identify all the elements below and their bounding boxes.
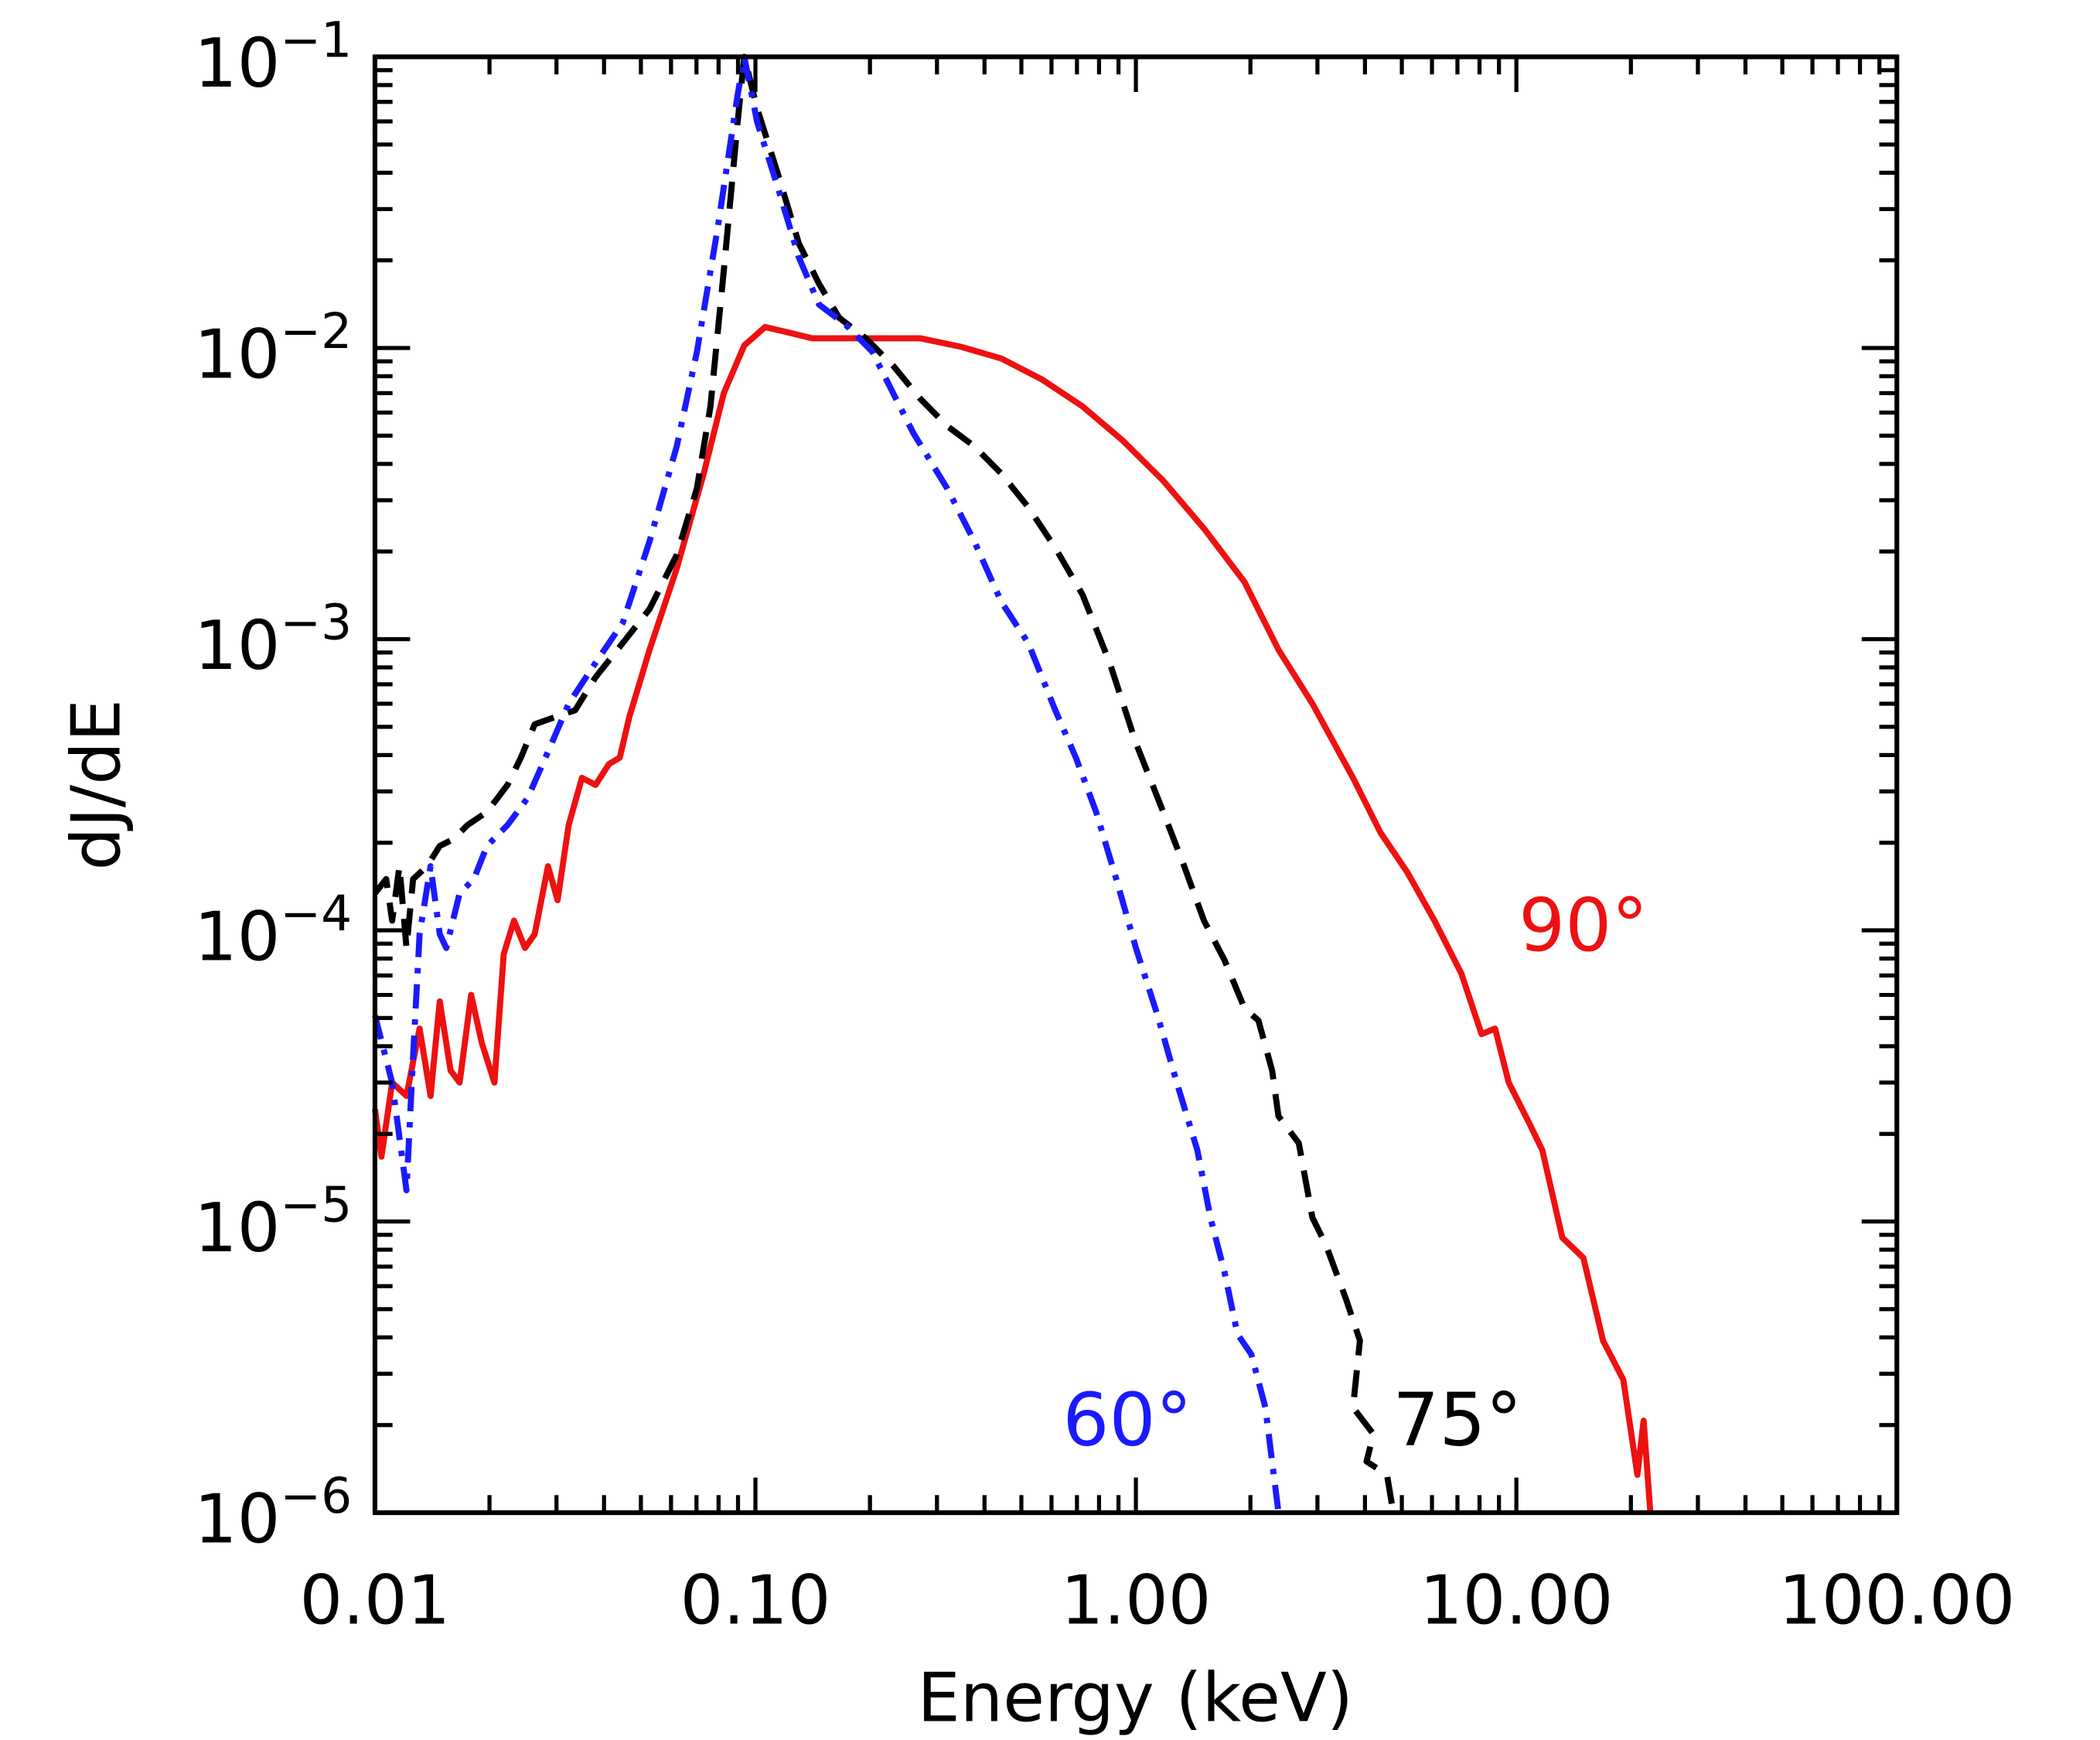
series-annotation-label: 60° bbox=[1062, 1378, 1191, 1463]
y-tick-label: 10−5 bbox=[194, 1177, 352, 1267]
y-tick-exponent: −1 bbox=[280, 12, 352, 68]
y-tick-exponent: −3 bbox=[280, 595, 352, 651]
y-tick-base: 10 bbox=[194, 1480, 280, 1559]
y-tick-label: 10−1 bbox=[194, 12, 352, 102]
series-line-solid bbox=[372, 323, 1654, 1513]
labels-layer: 0.01 0.10 1.00 10.00 100.0010−110−210−310−41… bbox=[194, 12, 2015, 1639]
y-tick-exponent: −5 bbox=[280, 1177, 352, 1233]
y-tick-exponent: −4 bbox=[280, 885, 352, 942]
y-tick-base: 10 bbox=[194, 24, 280, 103]
plot-frame bbox=[372, 54, 1900, 1516]
y-tick-label: 10−6 bbox=[194, 1468, 352, 1558]
y-tick-exponent: −2 bbox=[280, 303, 352, 360]
y-tick-label: 10−4 bbox=[194, 885, 352, 976]
y-tick-exponent: −6 bbox=[280, 1468, 352, 1524]
y-axis-label: dJ/dE bbox=[56, 699, 135, 871]
x-tick-label: 1.00 bbox=[1061, 1561, 1212, 1640]
y-tick-base: 10 bbox=[194, 315, 280, 394]
series-layer bbox=[372, 53, 1654, 1513]
x-tick-label: 0.10 bbox=[680, 1561, 831, 1640]
x-tick-label: 100.00 bbox=[1778, 1561, 2015, 1640]
series-annotation-label: 75° bbox=[1393, 1378, 1522, 1463]
y-tick-base: 10 bbox=[194, 606, 280, 685]
y-tick-base: 10 bbox=[194, 1189, 280, 1267]
ticks-layer bbox=[373, 54, 1899, 1515]
y-tick-base: 10 bbox=[194, 898, 280, 977]
x-tick-label: 0.01 bbox=[300, 1561, 451, 1640]
series-line-dashed bbox=[372, 53, 1396, 1513]
x-tick-label: 10.00 bbox=[1420, 1561, 1613, 1640]
x-axis-label: Energy (keV) bbox=[917, 1659, 1352, 1738]
y-tick-label: 10−3 bbox=[194, 595, 352, 685]
series-annotation-label: 90° bbox=[1519, 883, 1648, 968]
y-tick-label: 10−2 bbox=[194, 303, 352, 394]
